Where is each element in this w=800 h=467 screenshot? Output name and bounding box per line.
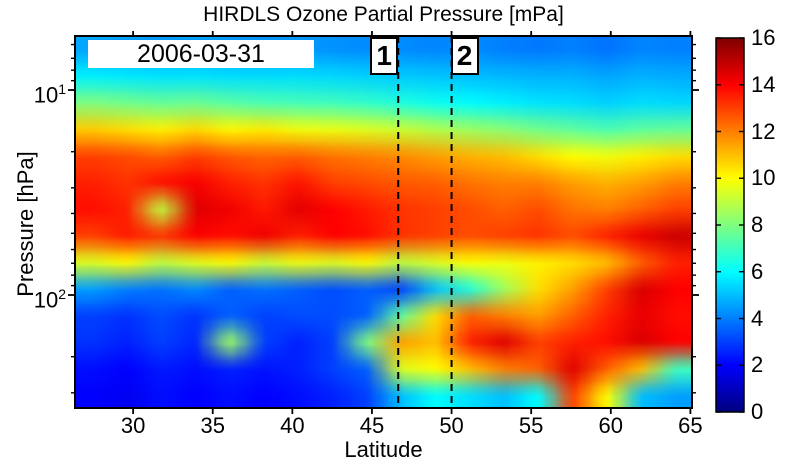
y-tick-label: 101 <box>33 81 66 108</box>
colorbar-tick-label: 6 <box>751 258 764 284</box>
heatmap-canvas <box>75 36 692 408</box>
colorbar-tick-label: 4 <box>751 305 764 331</box>
x-tick-label: 55 <box>518 413 544 438</box>
y-tick-label: 102 <box>33 286 66 313</box>
x-tick-label: 30 <box>120 413 146 438</box>
colorbar-tick-label: 2 <box>751 352 764 378</box>
date-label: 2006-03-31 <box>88 40 314 68</box>
chart-title: HIRDLS Ozone Partial Pressure [mPa] <box>203 3 564 26</box>
colorbar-canvas <box>716 38 744 412</box>
x-tick-label: 65 <box>678 413 703 438</box>
x-axis-label: Latitude <box>344 437 423 462</box>
marker-box-2: 2 <box>450 37 479 75</box>
x-tick-label: 35 <box>200 413 225 438</box>
x-tick-label: 45 <box>359 413 385 438</box>
marker-box-1: 1 <box>370 37 399 75</box>
colorbar-tick-label: 12 <box>751 118 776 144</box>
colorbar-tick-label: 0 <box>751 399 764 424</box>
colorbar-tick-label: 10 <box>751 165 776 191</box>
x-tick-label: 60 <box>598 413 624 438</box>
x-tick-label: 40 <box>280 413 305 438</box>
colorbar-tick-label: 14 <box>751 71 776 97</box>
colorbar-tick-label: 16 <box>751 25 776 50</box>
x-tick-label: 50 <box>439 413 464 438</box>
colorbar-tick-label: 8 <box>751 212 764 237</box>
